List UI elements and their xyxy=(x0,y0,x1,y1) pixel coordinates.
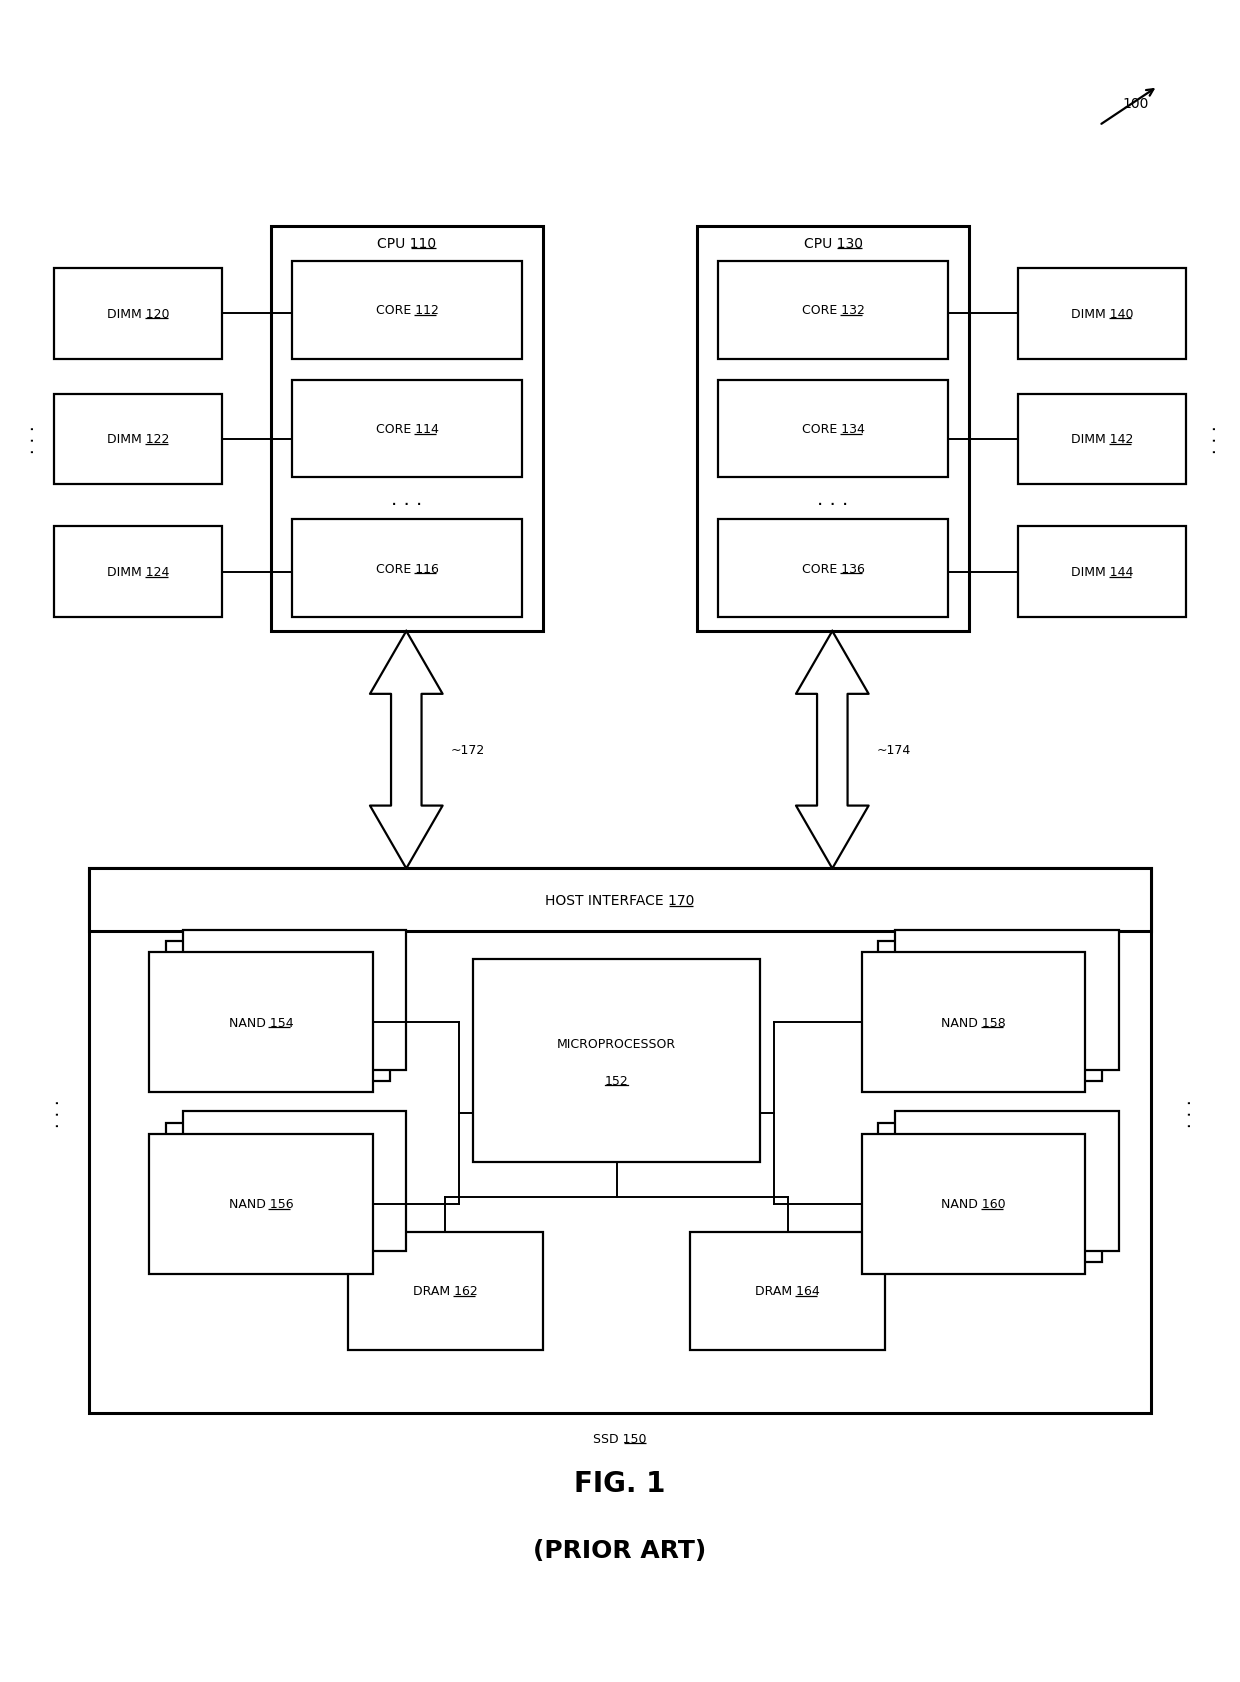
Bar xyxy=(291,520,522,617)
Bar xyxy=(291,380,522,478)
Text: DIMM 142: DIMM 142 xyxy=(1070,434,1133,446)
Bar xyxy=(55,269,222,360)
Bar xyxy=(718,380,949,478)
Bar xyxy=(270,227,543,632)
Bar xyxy=(1018,394,1185,484)
Bar xyxy=(697,227,970,632)
Text: CPU 110: CPU 110 xyxy=(377,237,436,251)
Bar xyxy=(1018,269,1185,360)
Text: DRAM 162: DRAM 162 xyxy=(413,1285,477,1299)
Bar xyxy=(347,1231,543,1351)
Text: 100: 100 xyxy=(1123,98,1149,111)
Text: NAND 158: NAND 158 xyxy=(941,1016,1006,1029)
Text: CPU 130: CPU 130 xyxy=(804,237,863,251)
Polygon shape xyxy=(370,632,443,870)
Bar xyxy=(166,1124,389,1263)
Bar xyxy=(689,1231,885,1351)
Text: NAND 160: NAND 160 xyxy=(941,1198,1006,1211)
Bar xyxy=(55,526,222,617)
Text: . . .: . . . xyxy=(1177,1098,1194,1127)
Bar xyxy=(89,870,1151,932)
Text: NAND 154: NAND 154 xyxy=(228,1016,294,1029)
Text: CORE 136: CORE 136 xyxy=(801,562,864,575)
Text: DIMM 122: DIMM 122 xyxy=(107,434,170,446)
Text: . . .: . . . xyxy=(46,1098,63,1127)
Bar xyxy=(862,1134,1085,1273)
Text: . . .: . . . xyxy=(1202,426,1220,454)
Text: DIMM 140: DIMM 140 xyxy=(1070,308,1133,321)
Text: DIMM 120: DIMM 120 xyxy=(107,308,170,321)
Bar xyxy=(166,942,389,1082)
Text: . . .: . . . xyxy=(392,489,423,508)
Text: ~172: ~172 xyxy=(451,743,485,757)
Text: MICROPROCESSOR: MICROPROCESSOR xyxy=(557,1038,676,1051)
Bar xyxy=(895,930,1118,1070)
Text: . . .: . . . xyxy=(817,489,848,508)
Bar xyxy=(149,1134,373,1273)
Bar xyxy=(878,942,1102,1082)
Bar xyxy=(182,930,407,1070)
Text: ~174: ~174 xyxy=(877,743,911,757)
Bar xyxy=(895,1112,1118,1251)
Text: FIG. 1: FIG. 1 xyxy=(574,1468,666,1497)
Bar xyxy=(718,262,949,360)
Text: CORE 114: CORE 114 xyxy=(376,422,439,436)
Bar xyxy=(878,1124,1102,1263)
Text: CORE 134: CORE 134 xyxy=(801,422,864,436)
Text: 152: 152 xyxy=(605,1073,629,1087)
Bar xyxy=(1018,526,1185,617)
Text: SSD 150: SSD 150 xyxy=(593,1431,647,1445)
Text: DRAM 164: DRAM 164 xyxy=(755,1285,820,1299)
Text: (PRIOR ART): (PRIOR ART) xyxy=(533,1537,707,1563)
Bar xyxy=(182,1112,407,1251)
Bar xyxy=(862,952,1085,1092)
Text: CORE 132: CORE 132 xyxy=(801,304,864,316)
Bar xyxy=(291,262,522,360)
Text: DIMM 124: DIMM 124 xyxy=(107,565,170,579)
Bar xyxy=(718,520,949,617)
Bar xyxy=(89,870,1151,1413)
Bar xyxy=(55,394,222,484)
Text: HOST INTERFACE 170: HOST INTERFACE 170 xyxy=(546,893,694,907)
Text: . . .: . . . xyxy=(20,426,38,454)
Text: CORE 116: CORE 116 xyxy=(376,562,439,575)
Text: CORE 112: CORE 112 xyxy=(376,304,439,316)
Bar xyxy=(474,960,760,1162)
Text: DIMM 144: DIMM 144 xyxy=(1070,565,1133,579)
Bar xyxy=(149,952,373,1092)
Text: NAND 156: NAND 156 xyxy=(228,1198,294,1211)
Polygon shape xyxy=(796,632,869,870)
